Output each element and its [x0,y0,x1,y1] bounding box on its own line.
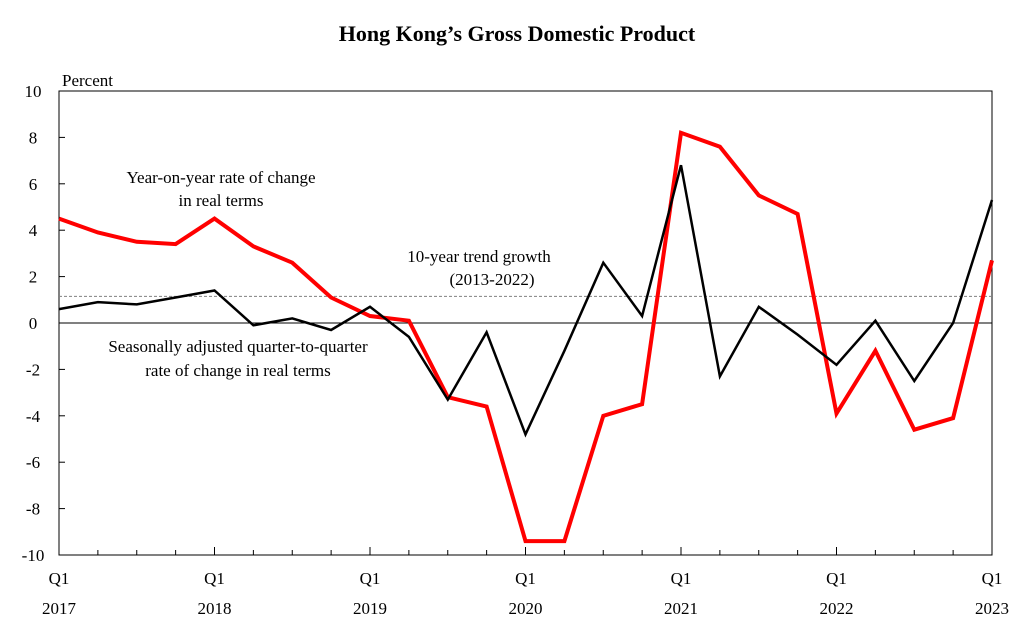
y-axis-label: Percent [62,71,113,90]
y-tick-label: 8 [29,128,38,147]
x-tick-label-year: 2021 [664,599,698,618]
x-tick-label-year: 2019 [353,599,387,618]
y-tick-label: -8 [26,500,40,519]
trend-annotation-line2: (2013-2022) [450,270,535,289]
x-tick-label-year: 2017 [42,599,77,618]
x-tick-label-quarter: Q1 [671,569,692,588]
x-tick-label-year: 2022 [820,599,854,618]
y-tick-label: -4 [26,407,41,426]
x-tick-label-quarter: Q1 [826,569,847,588]
y-tick-label: 10 [25,82,42,101]
yoy-annotation-line1: Year-on-year rate of change [126,168,315,187]
qoq-annotation-line2: rate of change in real terms [145,361,331,380]
x-tick-label-quarter: Q1 [982,569,1003,588]
y-axis: 10 8 6 4 2 0 -2 -4 -6 -8 -10 [22,82,65,565]
series-layer [58,130,994,544]
series-line-yoy [58,130,994,544]
x-tick-label-quarter: Q1 [515,569,536,588]
y-tick-label: -10 [22,546,45,565]
yoy-annotation-line2: in real terms [179,191,264,210]
y-tick-label: 0 [29,314,38,333]
qoq-annotation-line1: Seasonally adjusted quarter-to-quarter [108,337,368,356]
y-tick-label: 6 [29,175,38,194]
y-tick-label: 4 [29,221,38,240]
series-line-qoq [58,164,994,438]
x-tick-label-year: 2018 [198,599,232,618]
x-tick-label-quarter: Q1 [49,569,70,588]
x-axis: Q1 2017 Q1 2018 Q1 2019 Q1 2020 Q1 2021 Q1 2022 Q1 20… [42,547,1009,618]
y-tick-label: -6 [26,453,40,472]
x-tick-label-year: 2020 [509,599,543,618]
x-tick-label-quarter: Q1 [360,569,381,588]
trend-annotation-line1: 10-year trend growth [407,247,551,266]
x-tick-label-year: 2023 [975,599,1009,618]
x-tick-label-quarter: Q1 [204,569,225,588]
y-tick-label: 2 [29,268,38,287]
chart-title: Hong Kong’s Gross Domestic Product [339,21,696,46]
y-tick-label: -2 [26,360,40,379]
